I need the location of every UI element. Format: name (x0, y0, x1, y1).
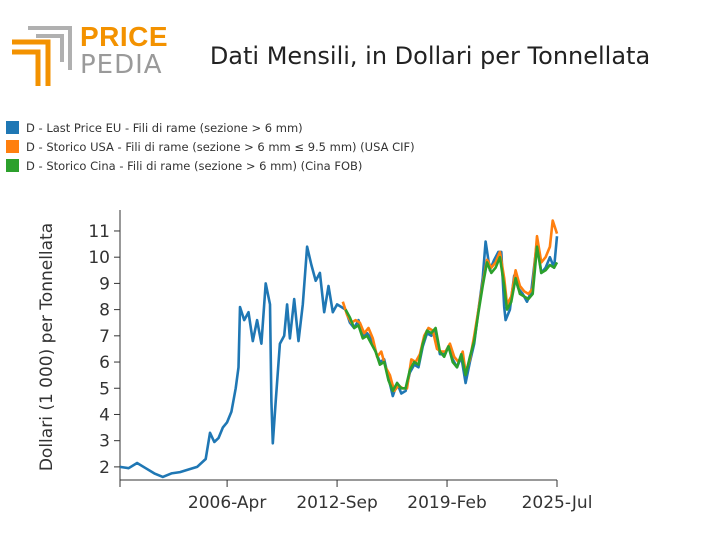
legend-swatch (6, 159, 19, 172)
legend-swatch (6, 140, 19, 153)
y-axis-title: Dollari (1 000) per Tonnellata (37, 223, 57, 471)
chart-legend: D - Last Price EU - Fili di rame (sezion… (6, 118, 415, 175)
legend-label: D - Storico Cina - Fili di rame (sezione… (26, 158, 363, 173)
legend-label: D - Last Price EU - Fili di rame (sezion… (26, 120, 303, 135)
series-line-2 (341, 219, 559, 393)
logo-orange-bracket-inner (12, 49, 41, 86)
legend-entry[interactable]: D - Storico USA - Fili di rame (sezione … (6, 137, 415, 156)
legend-swatch (6, 121, 19, 134)
chart-title: Dati Mensili, in Dollari per Tonnellata (209, 42, 651, 70)
y-tick-label: 6 (99, 353, 110, 373)
y-tick-label: 3 (99, 432, 110, 452)
logo-word-price: PRICE (80, 21, 169, 52)
y-tick-label: 8 (99, 301, 110, 321)
legend-label: D - Storico USA - Fili di rame (sezione … (26, 139, 415, 154)
x-tick-label: 2006-Apr (188, 493, 266, 513)
series-line-3 (344, 245, 559, 393)
series-line-1 (119, 236, 559, 479)
y-tick-label: 10 (88, 248, 110, 268)
logo-word-pedia: PEDIA (80, 50, 163, 80)
legend-entry[interactable]: D - Storico Cina - Fili di rame (sezione… (6, 156, 415, 175)
legend-entry[interactable]: D - Last Price EU - Fili di rame (sezion… (6, 118, 415, 137)
pricepedia-logo-mark (12, 26, 72, 86)
y-tick-label: 4 (99, 405, 110, 425)
chart-series (119, 219, 559, 479)
y-tick-label: 2 (99, 458, 110, 478)
logo-gray-bracket-outer (28, 26, 72, 70)
y-tick-label: 7 (99, 327, 110, 347)
y-tick-label: 11 (88, 222, 110, 242)
x-tick-label: 2012-Sep (296, 493, 377, 513)
y-tick-label: 9 (99, 274, 110, 294)
chart-axes: 2 3 4 5 6 7 8 9 10 11 2006-Apr 2012-Sep 2019-Feb 2025… (88, 210, 592, 513)
logo-gray-bracket-inner (36, 34, 64, 62)
pricepedia-logo: PRICE PEDIA (8, 20, 168, 92)
y-tick-label: 5 (99, 379, 110, 399)
x-tick-label: 2019-Feb (407, 493, 487, 513)
x-tick-label: 2025-Jul (522, 493, 593, 513)
logo-orange-bracket-outer (12, 39, 51, 86)
